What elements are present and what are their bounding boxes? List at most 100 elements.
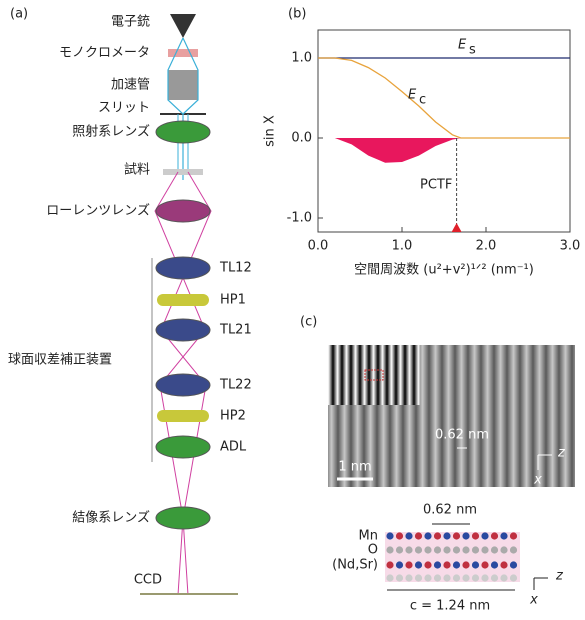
- lens: [156, 507, 210, 529]
- atom: [396, 561, 403, 568]
- component-label: 電子銃: [111, 15, 150, 30]
- axis-label: x: [529, 593, 538, 608]
- panel-a: (a): [10, 7, 238, 596]
- atom: [510, 532, 517, 539]
- component-label: モノクロメータ: [59, 46, 150, 61]
- atom: [443, 561, 450, 568]
- atom: [453, 561, 460, 568]
- x-tick-label: 3.0: [560, 239, 581, 254]
- lens: [156, 319, 210, 341]
- atom: [386, 574, 393, 581]
- lens: [156, 374, 210, 396]
- axis-label: x: [533, 473, 542, 488]
- figure: (a) (b) -1.00.01.00.01.02.03.0空間周波数 (u²+…: [0, 0, 585, 620]
- corrector-element: HP2: [220, 409, 246, 424]
- atom: [396, 574, 403, 581]
- component-label: CCD: [134, 573, 162, 588]
- atom: [405, 546, 412, 553]
- lens: [156, 200, 210, 222]
- atom: [500, 561, 507, 568]
- lens: [156, 436, 210, 458]
- lens: [156, 121, 210, 143]
- component-label: 照射系レンズ: [72, 124, 150, 140]
- atom: [491, 546, 498, 553]
- atom: [462, 574, 469, 581]
- atom: [472, 546, 479, 553]
- atom: [481, 532, 488, 539]
- atom: [481, 574, 488, 581]
- spacing-label: 0.62 nm: [435, 428, 489, 443]
- axis-label: z: [557, 446, 566, 461]
- scale-bar-label: 1 nm: [338, 460, 371, 475]
- atom: [415, 532, 422, 539]
- atom: [434, 574, 441, 581]
- corrector-element: TL21: [219, 323, 252, 338]
- atom: [386, 532, 393, 539]
- atom: [424, 546, 431, 553]
- series-label-sub: c: [419, 93, 426, 108]
- area: [318, 138, 570, 163]
- panel-c: (c) 0.62 nm 1 nm z x 0.62 nm Mn O (Nd,Sr…: [300, 315, 575, 614]
- atom: [443, 532, 450, 539]
- atom: [481, 561, 488, 568]
- atom: [491, 561, 498, 568]
- atom: [510, 546, 517, 553]
- atom: [405, 532, 412, 539]
- atom: [472, 532, 479, 539]
- atom-label: Mn: [359, 529, 378, 544]
- atom: [491, 574, 498, 581]
- atom: [491, 532, 498, 539]
- atom: [443, 574, 450, 581]
- atom: [415, 574, 422, 581]
- atom: [462, 546, 469, 553]
- atom-label: (Nd,Sr): [332, 558, 378, 573]
- hexapole: [157, 294, 209, 306]
- panel-label: (c): [300, 315, 317, 330]
- plot-frame: [318, 30, 570, 232]
- atom: [462, 532, 469, 539]
- component-label: ローレンツレンズ: [46, 203, 150, 219]
- atom: [386, 546, 393, 553]
- atom: [424, 561, 431, 568]
- x-tick-label: 1.0: [392, 239, 413, 254]
- lens: [156, 257, 210, 279]
- y-tick-label: 1.0: [291, 51, 312, 66]
- cutoff-marker: [452, 223, 462, 232]
- atom: [462, 561, 469, 568]
- hexapole: [157, 410, 209, 422]
- atom: [510, 574, 517, 581]
- atom: [500, 532, 507, 539]
- c-label: c = 1.24 nm: [410, 599, 490, 614]
- y-tick-label: 0.0: [291, 131, 312, 146]
- corrector-label: 球面収差補正装置: [8, 353, 112, 368]
- atom: [405, 561, 412, 568]
- model-bg: [385, 532, 520, 582]
- atom-label: O: [368, 543, 378, 558]
- atom: [510, 561, 517, 568]
- x-tick-label: 0.0: [308, 239, 329, 254]
- component-label: 試料: [124, 162, 150, 178]
- atom: [500, 546, 507, 553]
- atom: [424, 574, 431, 581]
- atom: [472, 561, 479, 568]
- y-axis-label: sin X: [263, 115, 278, 147]
- atom: [434, 561, 441, 568]
- panel-label: (a): [10, 7, 28, 22]
- atom: [453, 532, 460, 539]
- atom: [386, 561, 393, 568]
- component-label: スリット: [98, 101, 150, 116]
- component-label: 結像系レンズ: [72, 510, 150, 526]
- x-axis-label: 空間周波数 (u²+v²)¹ᐟ² (nm⁻¹): [354, 263, 534, 278]
- series-label-sub: s: [469, 43, 476, 58]
- panel-label: (b): [288, 7, 306, 22]
- atom: [396, 532, 403, 539]
- atom: [481, 546, 488, 553]
- y-tick-label: -1.0: [287, 211, 312, 226]
- ray: [168, 38, 183, 180]
- atom: [453, 546, 460, 553]
- atom: [434, 546, 441, 553]
- atom: [415, 561, 422, 568]
- gun: [170, 14, 196, 38]
- accelerator: [168, 70, 198, 100]
